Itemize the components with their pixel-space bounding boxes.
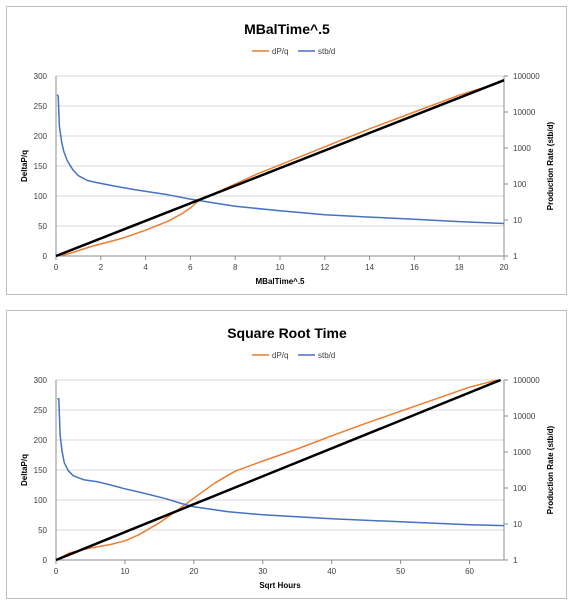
- y-tick-label: 200: [34, 436, 48, 445]
- y-tick-label: 300: [34, 376, 48, 385]
- y-tick-label: 150: [34, 466, 48, 475]
- trend-line: [55, 79, 505, 258]
- x-tick-label: 6: [188, 263, 193, 272]
- y2-tick-label: 100000: [513, 376, 540, 385]
- x-tick-label: 14: [365, 263, 374, 272]
- x-tick-label: 16: [410, 263, 419, 272]
- x-tick-label: 0: [54, 263, 59, 272]
- y-tick-label: 200: [34, 132, 48, 141]
- legend-label-dpq: dP/q: [272, 351, 288, 360]
- series-dpq-line: [55, 81, 500, 257]
- legend-label-stbd: stb/d: [318, 47, 335, 56]
- x-tick-label: 10: [120, 567, 129, 576]
- y-tick-label: 0: [43, 556, 48, 565]
- y2-tick-label: 10000: [513, 108, 536, 117]
- x-tick-label: 10: [276, 263, 285, 272]
- x-tick-label: 30: [258, 567, 267, 576]
- y-tick-label: 300: [34, 72, 48, 81]
- y2-axis-label: Production Rate (stb/d): [546, 121, 555, 210]
- y-axis-label: DeltaP/q: [20, 150, 29, 182]
- y-tick-label: 250: [34, 406, 48, 415]
- legend-label-stbd: stb/d: [318, 351, 335, 360]
- x-tick-label: 2: [99, 263, 104, 272]
- y-tick-label: 150: [34, 162, 48, 171]
- x-tick-label: 18: [455, 263, 464, 272]
- series-dpq-line: [55, 379, 498, 561]
- x-tick-label: 20: [189, 567, 198, 576]
- y2-axis-label: Production Rate (stb/d): [546, 425, 555, 514]
- x-tick-label: 20: [500, 263, 509, 272]
- series-stbd-line: [56, 94, 505, 225]
- x-tick-label: 0: [54, 567, 59, 576]
- chart-panel-mbaltime: MBalTime^.5 dP/q stb/d 0 50 100 150 200 250 300 1 1…: [6, 6, 567, 295]
- y2-tick-label: 1: [513, 252, 518, 261]
- y-tick-label: 50: [38, 222, 47, 231]
- x-tick-label: 4: [143, 263, 148, 272]
- legend: dP/q stb/d: [252, 47, 335, 56]
- chart-mbaltime: MBalTime^.5dP/q stb/d05010015020025030011…: [20, 21, 555, 286]
- y2-tick-label: 10: [513, 520, 522, 529]
- x-tick-label: 40: [327, 567, 336, 576]
- x-axis-label: Sqrt Hours: [259, 581, 301, 590]
- y-axis-label: DeltaP/q: [20, 454, 29, 486]
- y2-tick-label: 10: [513, 216, 522, 225]
- chart-panel-sqrt-time: Square Root Time dP/q stb/d 0 50 100 150 200 250…: [6, 310, 567, 599]
- y-tick-label: 0: [43, 252, 48, 261]
- x-axis-label: MBalTime^.5: [256, 277, 306, 286]
- chart-title: MBalTime^.5: [244, 21, 330, 37]
- y2-tick-label: 100: [513, 484, 527, 493]
- legend: dP/q stb/d: [252, 351, 335, 360]
- y2-tick-label: 10000: [513, 412, 536, 421]
- legend-label-dpq: dP/q: [272, 47, 288, 56]
- y2-tick-label: 1000: [513, 144, 531, 153]
- y2-tick-label: 100000: [513, 72, 540, 81]
- y-tick-label: 50: [38, 526, 47, 535]
- x-tick-label: 50: [396, 567, 405, 576]
- chart-title: Square Root Time: [227, 325, 347, 341]
- y-tick-label: 250: [34, 102, 48, 111]
- y2-tick-label: 1000: [513, 448, 531, 457]
- x-tick-label: 12: [320, 263, 329, 272]
- y-tick-label: 100: [34, 496, 48, 505]
- trend-line: [55, 378, 502, 562]
- x-tick-label: 60: [465, 567, 474, 576]
- y2-tick-label: 100: [513, 180, 527, 189]
- y-tick-label: 100: [34, 192, 48, 201]
- x-tick-label: 8: [233, 263, 238, 272]
- y2-tick-label: 1: [513, 556, 518, 565]
- series-stbd-line: [57, 398, 505, 527]
